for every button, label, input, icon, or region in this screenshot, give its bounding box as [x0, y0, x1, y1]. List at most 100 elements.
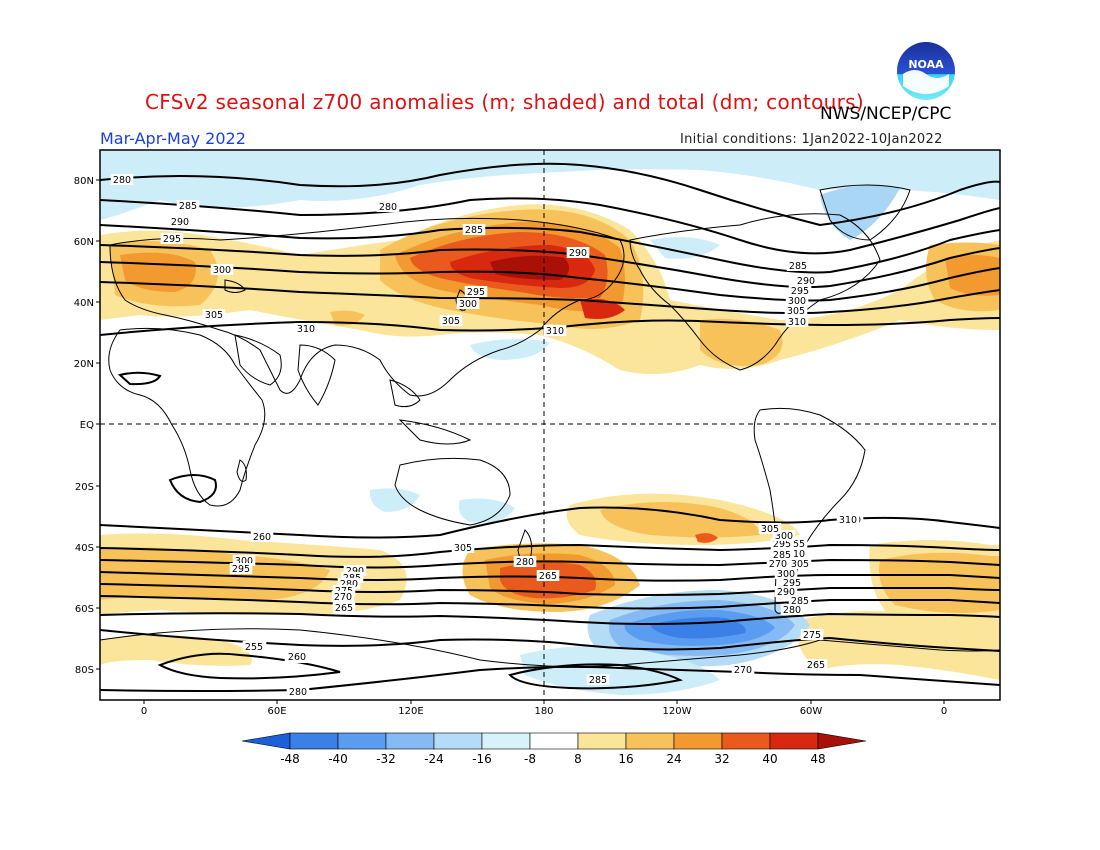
contour-label-bg — [788, 558, 812, 569]
contour-label-bg — [543, 325, 567, 336]
contour-label-bg — [774, 586, 798, 597]
contour-label-text: 300 — [777, 569, 795, 580]
contour-label: 290 — [566, 247, 590, 259]
colorbar-segment — [289, 732, 339, 750]
contour-label: 270 — [766, 558, 790, 570]
longitude-labels: 0 60E 120E 180 120W 60W 0 — [141, 700, 947, 717]
contour-label-text: 280 — [113, 175, 131, 186]
contour-label-text: 290 — [777, 587, 795, 598]
lat-label: 20N — [74, 359, 94, 370]
noaa-logo-text: NOAA — [908, 58, 944, 71]
contour-label-text: 255 — [245, 642, 263, 653]
contour-label-bg — [439, 315, 463, 326]
contour-label: 295 — [788, 285, 812, 297]
contour-label-bg — [784, 548, 808, 559]
contour-label-bg — [376, 201, 400, 212]
lat-label: 80N — [74, 176, 94, 187]
colorbar: -48 -40 -32 -24 -16 -8 8 16 24 32 40 48 — [241, 732, 867, 766]
contour-label-bg — [513, 556, 537, 567]
colorbar-segment — [721, 732, 771, 750]
noaa-logo: NOAA — [897, 42, 955, 100]
contour-label: 305 — [451, 542, 475, 554]
colorbar-segment — [625, 732, 675, 750]
contour-label-bg — [785, 295, 809, 306]
contour-label-text: 285 — [179, 201, 197, 212]
contour-label-bg — [285, 651, 309, 662]
colorbar-segment — [481, 732, 531, 750]
contour-label-text: 295 — [783, 578, 801, 589]
lat-label: EQ — [80, 420, 94, 431]
contour-label-text: 305 — [791, 559, 809, 570]
contour-label-bg — [176, 200, 200, 211]
contour-label-bg — [566, 247, 590, 258]
anomaly-shading — [100, 150, 1000, 700]
contour-label-text: 310 — [788, 317, 806, 328]
contour-label: 295 — [229, 563, 253, 575]
contour-label-text: 270 — [769, 559, 787, 570]
contour-label-bg — [331, 591, 355, 602]
height-contours — [100, 162, 1000, 692]
lat-label: 40N — [74, 298, 94, 309]
contour-label: 280 — [286, 686, 310, 698]
contour-label: 310 — [836, 514, 860, 526]
contour-label: 280 — [376, 201, 400, 213]
contour-label-bg — [794, 275, 818, 286]
contour-label: 280 — [513, 556, 537, 568]
contour-label-bg — [229, 563, 253, 574]
contour-label-text: 280 — [516, 557, 534, 568]
contour-label-text: 305 — [205, 310, 223, 321]
colorbar-tick-label: -48 — [280, 752, 300, 766]
agency-label: NWS/NCEP/CPC — [820, 104, 952, 124]
lat-label: 40S — [75, 543, 94, 554]
contour-label-text: 290 — [171, 217, 189, 228]
contour-label: 295 — [464, 286, 488, 298]
contour-label-bg — [464, 286, 488, 297]
lon-label: 180 — [534, 706, 553, 717]
contour-label: 280 — [337, 578, 361, 590]
contour-label: 275 — [800, 629, 824, 641]
contour-label-text: 280 — [289, 687, 307, 698]
contour-labels: 2802852902953003053102802852852902953003… — [110, 174, 864, 698]
contour-label-bg — [770, 549, 794, 560]
colorbar-segment — [337, 732, 387, 750]
contour-label-text: 280 — [379, 202, 397, 213]
contour-label-text: 290 — [346, 566, 364, 577]
contour-label-bg — [788, 595, 812, 606]
contour-label: 310 — [294, 323, 318, 335]
latitude-labels: 80N 60N 40N 20N EQ 20S 40S 60S 80S — [74, 176, 100, 676]
contour-label-bg — [536, 570, 560, 581]
contour-label-bg — [780, 604, 804, 615]
colorbar-arrow-right — [817, 732, 867, 750]
colorbar-segment — [433, 732, 483, 750]
lat-label: 60N — [74, 237, 94, 248]
contour-label: 295 — [160, 233, 184, 245]
contour-label-bg — [800, 629, 824, 640]
colorbar-segment — [577, 732, 627, 750]
contour-label-bg — [772, 530, 796, 541]
contour-label-text: 290 — [569, 248, 587, 259]
contour-label-text: 310 — [839, 515, 857, 526]
colorbar-tick-label: 40 — [762, 752, 777, 766]
contour-label-bg — [168, 216, 192, 227]
contour-label: 300 — [772, 530, 796, 542]
contour-label-text: 300 — [213, 265, 231, 276]
contour-label-text: 285 — [789, 261, 807, 272]
contour-label-text: 285 — [773, 550, 791, 561]
lon-label: 60E — [267, 706, 286, 717]
contour-label: 305 — [788, 558, 812, 570]
colorbar-tick-label: 16 — [618, 752, 633, 766]
contour-label-text: 285 — [791, 596, 809, 607]
contour-label: 260 — [285, 651, 309, 663]
contour-label-bg — [462, 224, 486, 235]
contour-label: 310 — [784, 548, 808, 560]
contour-label-bg — [343, 565, 367, 576]
contour-label-text: 300 — [235, 556, 253, 567]
contour-label-bg — [160, 233, 184, 244]
contour-label: 300 — [210, 264, 234, 276]
contour-label: 285 — [770, 549, 794, 561]
colorbar-segment — [529, 732, 579, 750]
contour-label-bg — [250, 531, 274, 542]
contour-label-bg — [340, 572, 364, 583]
contour-label-text: 270 — [734, 665, 752, 676]
lon-label: 60W — [800, 706, 823, 717]
